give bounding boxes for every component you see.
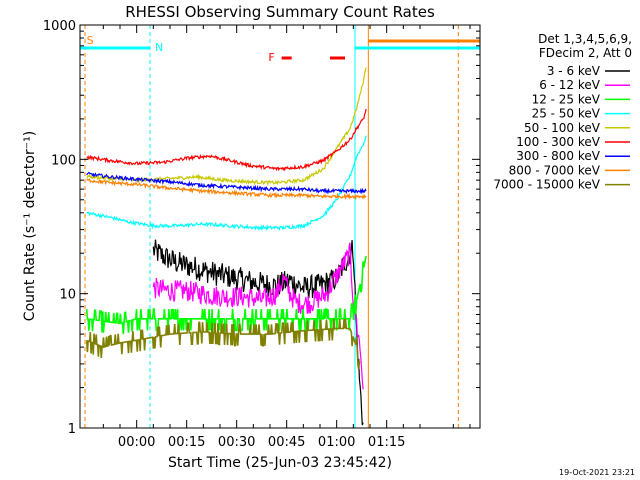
y-tick-label: 1000	[43, 19, 76, 34]
flag-marker-s: S	[87, 34, 94, 47]
legend-label: 25 - 50 keV	[532, 107, 601, 121]
y-tick-label: 10	[59, 288, 76, 303]
series-line-1	[152, 239, 364, 426]
series-line-9	[85, 318, 361, 370]
chart-title: RHESSI Observing Summary Count Rates	[125, 3, 435, 21]
x-tick-label: 00:15	[168, 435, 205, 450]
plot-frame	[79, 24, 481, 429]
x-axis-label: Start Time (25-Jun-03 23:45:42)	[168, 455, 392, 471]
legend-label: 3 - 6 keV	[547, 64, 601, 78]
x-tick-label: 01:15	[368, 435, 405, 450]
series-line-8	[86, 178, 367, 201]
y-tick-label: 100	[51, 153, 76, 168]
series-line-5	[86, 67, 367, 187]
legend-label: 7000 - 15000 keV	[493, 178, 600, 192]
series-line-2	[152, 242, 364, 390]
legend-header-line-1: Det 1,3,4,5,6,9,	[538, 32, 632, 46]
series-line-7	[86, 171, 367, 195]
y-tick-label: 1	[68, 422, 76, 437]
series-line-4	[86, 135, 367, 232]
legend-label: 12 - 25 keV	[532, 92, 601, 106]
y-axis-label: Count Rate (s⁻¹ detector⁻¹)	[22, 131, 38, 321]
x-tick-label: 00:30	[218, 435, 255, 450]
legend-label: 100 - 300 keV	[516, 135, 600, 149]
x-tick-label: 00:00	[118, 435, 155, 450]
legend-label: 6 - 12 keV	[539, 78, 601, 92]
series-line-6	[86, 108, 367, 172]
legend-header-line-2: FDecim 2, Att 0	[539, 46, 632, 60]
legend-label: 800 - 7000 keV	[509, 163, 601, 177]
footer-date: 19-Oct-2021 23:21	[559, 468, 635, 477]
legend-label: 50 - 100 keV	[524, 121, 601, 135]
flag-marker-n: N	[155, 41, 163, 54]
legend-label: 300 - 800 keV	[516, 149, 600, 163]
x-tick-label: 01:00	[318, 435, 355, 450]
flag-marker-f: F	[268, 51, 274, 64]
x-tick-label: 00:45	[268, 435, 305, 450]
